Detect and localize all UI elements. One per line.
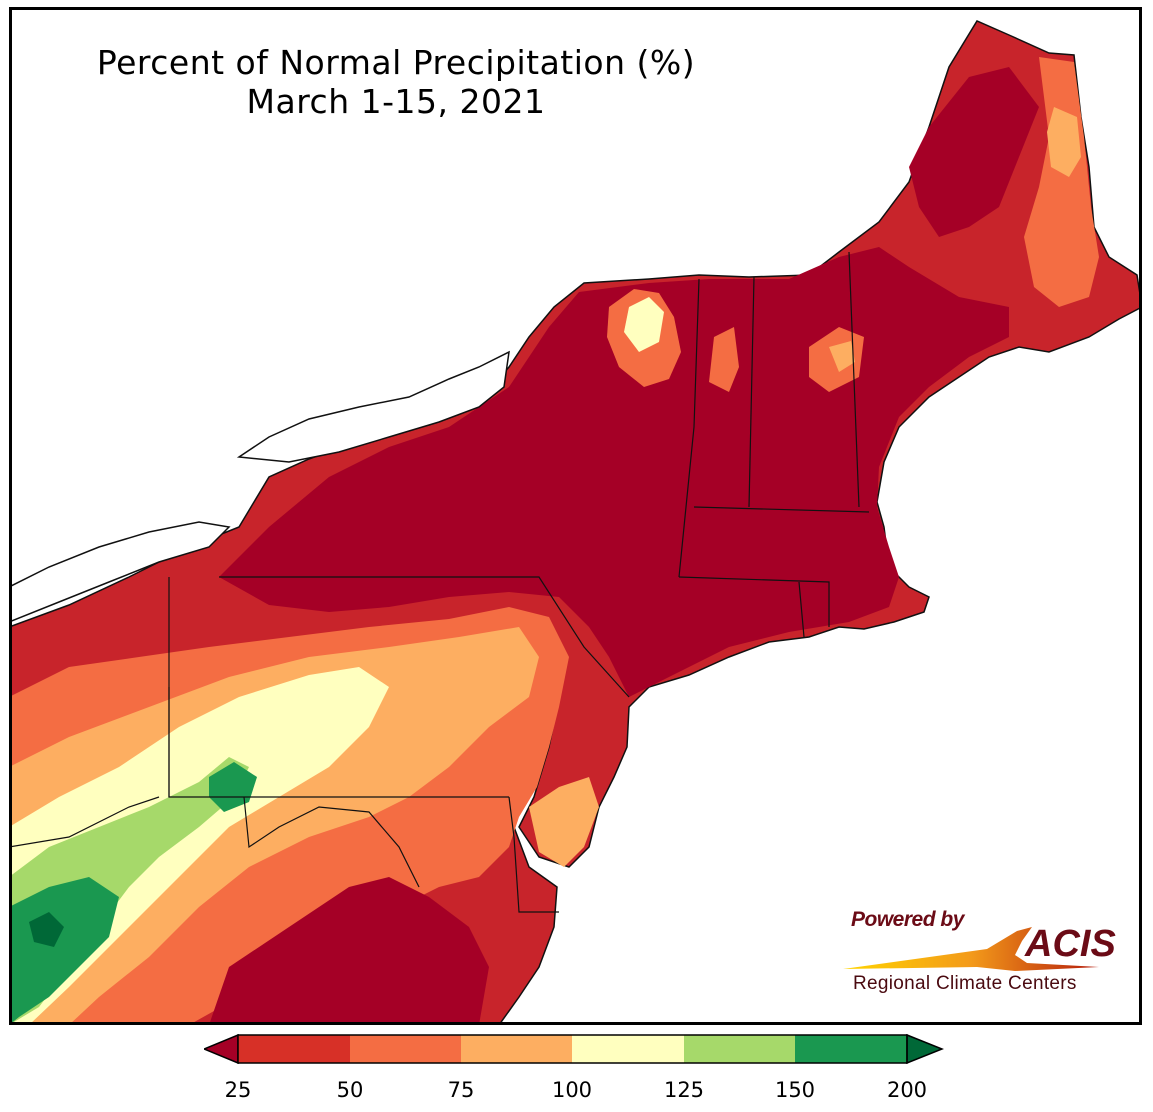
colorbar-bin-150-200 bbox=[795, 1035, 907, 1063]
precipitation-map bbox=[12, 20, 1139, 1022]
colorbar-tick-25: 25 bbox=[224, 1078, 252, 1102]
dark-green-spot bbox=[29, 912, 64, 947]
colorbar-bin-50-75 bbox=[350, 1035, 461, 1063]
colorbar-tick-150: 150 bbox=[774, 1078, 816, 1102]
colorbar bbox=[204, 1034, 944, 1064]
colorbar-high-arrow bbox=[906, 1034, 944, 1064]
logo-acis: ACIS bbox=[1025, 923, 1116, 965]
yellow-spot-adirondacks bbox=[624, 297, 664, 352]
green-spot-pa bbox=[209, 762, 257, 812]
colorbar-low-arrow bbox=[204, 1034, 239, 1064]
colorbar-tick-50: 50 bbox=[336, 1078, 364, 1102]
lake-erie bbox=[12, 521, 231, 622]
map-frame: Percent of Normal Precipitation (%) Marc… bbox=[9, 7, 1142, 1025]
colorbar-tick-200: 200 bbox=[886, 1078, 928, 1102]
yellow-spot-nh bbox=[829, 341, 855, 372]
map-title: Percent of Normal Precipitation (%) bbox=[96, 43, 696, 82]
state-borders bbox=[12, 251, 870, 913]
colorbar-tick-125: 125 bbox=[663, 1078, 705, 1102]
light-orange-zone-maine bbox=[1047, 107, 1081, 177]
colorbar-bin-75-100 bbox=[461, 1035, 572, 1063]
orange-zone-maine bbox=[1024, 57, 1099, 307]
lake-ontario bbox=[236, 350, 510, 463]
green-zone bbox=[12, 877, 119, 1022]
logo-tagline: Regional Climate Centers bbox=[853, 973, 1077, 994]
logo-powered-by: Powered by bbox=[851, 908, 964, 931]
colorbar-bin-125-150 bbox=[684, 1035, 795, 1063]
light-orange-zone-nj bbox=[529, 777, 599, 867]
map-subtitle: March 1-15, 2021 bbox=[246, 82, 546, 121]
colorbar-bin-25-50 bbox=[238, 1035, 350, 1063]
deep-red-zone-maine bbox=[909, 67, 1039, 237]
light-orange-zone-pa bbox=[12, 627, 539, 1022]
swoosh-icon bbox=[843, 927, 1099, 971]
colorbar-tick-100: 100 bbox=[551, 1078, 593, 1102]
acis-logo: Powered by ACIS Regional Climate Centers bbox=[837, 905, 1127, 1005]
deep-red-zone-south bbox=[210, 877, 489, 1022]
orange-spot-vermont bbox=[709, 327, 739, 392]
colorbar-tick-75: 75 bbox=[447, 1078, 475, 1102]
colorbar-bin-100-125 bbox=[572, 1035, 684, 1063]
